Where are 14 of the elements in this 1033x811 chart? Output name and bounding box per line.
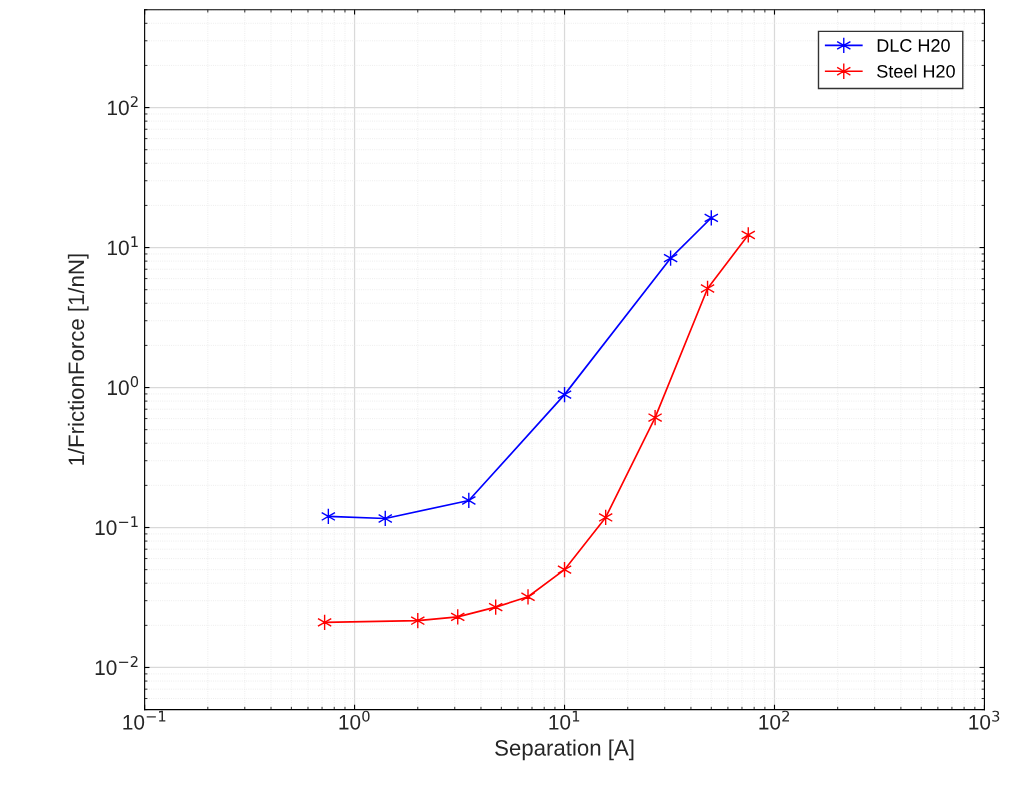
legend-label: Steel H20 <box>877 64 955 78</box>
legend-label: DLC H20 <box>877 39 950 52</box>
x-tick-label: 10$^{3}$ <box>969 710 1000 730</box>
y-tick-label: 10$^{−1}$ <box>95 516 138 536</box>
y-tick-label: 10$^{2}$ <box>108 96 138 116</box>
y-tick-label: 10$^{−2}$ <box>95 656 138 676</box>
x-tick-label: 10$^{2}$ <box>759 710 790 730</box>
x-tick-label: 10$^{1}$ <box>549 710 580 730</box>
x-tick-label: 10$^{−1}$ <box>123 710 166 730</box>
y-axis-title: 1/FrictionForce [1/nN] <box>67 254 89 465</box>
x-axis-title: Separation [A] <box>495 739 634 761</box>
y-tick-label: 10$^{1}$ <box>108 236 138 256</box>
y-tick-label: 10$^{0}$ <box>108 376 139 396</box>
x-tick-label: 10$^{0}$ <box>339 710 370 730</box>
